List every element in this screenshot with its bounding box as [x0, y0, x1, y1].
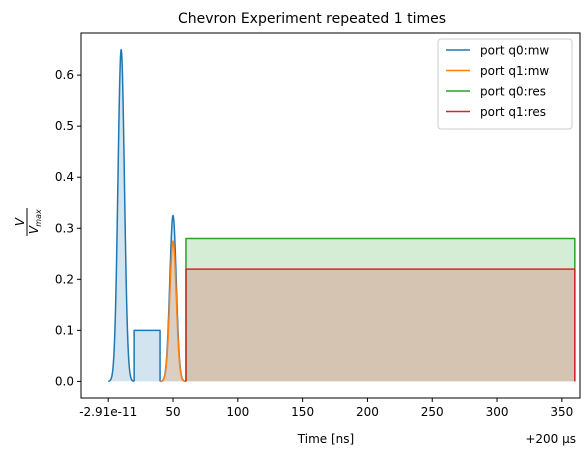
y-axis-label-denominator-v: V: [27, 225, 41, 234]
chart-title: Chevron Experiment repeated 1 times: [178, 11, 446, 27]
y-tick-label: 0.5: [55, 119, 74, 133]
series-line-1: [133, 329, 161, 382]
fills-layer: [108, 49, 575, 382]
y-axis-label: V V max: [13, 208, 43, 236]
series-line-1: [107, 48, 135, 383]
y-tick-label: 0.6: [55, 68, 74, 82]
series-fill-3: [185, 238, 575, 382]
legend-label-3: port q0:res: [480, 85, 546, 99]
x-tick-label: 350: [550, 405, 573, 419]
x-axis-offset-label: +200 µs: [525, 432, 576, 446]
x-axis-label: Time [ns]: [297, 432, 354, 446]
series-fill-1: [134, 330, 161, 382]
y-axis-ticks: 0.0 0.1 0.2 0.3 0.4 0.5 0.6: [55, 68, 81, 388]
y-tick-label: 0.4: [55, 170, 74, 184]
legend-label-2: port q1:mw: [480, 64, 549, 78]
y-tick-label: 0.0: [55, 374, 74, 388]
lines-layer: [107, 48, 576, 383]
legend: port q0:mw port q1:mw port q0:res port q1:r…: [437, 38, 573, 130]
x-tick-label: 200: [356, 405, 379, 419]
y-axis-label-denominator-sub: max: [34, 209, 43, 227]
x-tick-label: 100: [226, 405, 249, 419]
x-tick-label: -2.91e-11: [79, 405, 137, 419]
legend-box: [437, 38, 573, 130]
y-tick-label: 0.1: [55, 323, 74, 337]
y-tick-label: 0.2: [55, 272, 74, 286]
plot-frame: [80, 32, 581, 399]
series-fill-1: [160, 215, 186, 382]
legend-label-4: port q1:res: [480, 105, 546, 119]
x-tick-label: 250: [421, 405, 444, 419]
series-line-4: [185, 268, 576, 382]
x-axis-ticks: -2.91e-11 50 100 150 200 250 300 350: [79, 398, 573, 419]
series-fill-1: [108, 49, 135, 382]
series-fill-4: [185, 269, 575, 382]
x-tick-label: 50: [165, 405, 180, 419]
x-tick-label: 300: [486, 405, 509, 419]
y-tick-label: 0.3: [55, 221, 74, 235]
series-line-2: [159, 240, 187, 383]
x-tick-label: 150: [291, 405, 314, 419]
legend-label-1: port q0:mw: [480, 44, 549, 58]
y-axis-label-numerator: V: [13, 217, 27, 226]
series-fill-2: [160, 241, 186, 382]
